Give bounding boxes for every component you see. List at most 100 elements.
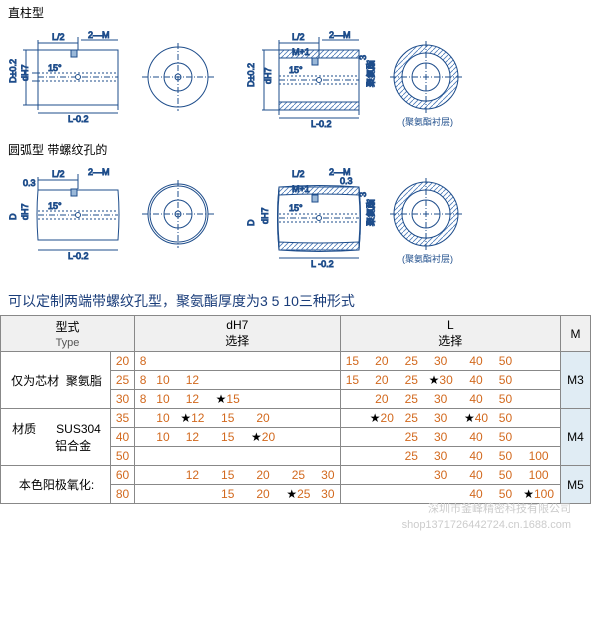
- dh7-value: ★15: [210, 390, 245, 409]
- dh7-value: 10: [151, 371, 175, 390]
- svg-text:(聚氨酯衬层): (聚氨酯衬层): [402, 253, 453, 264]
- d-value: 30: [111, 390, 135, 409]
- svg-text:D: D: [8, 213, 18, 220]
- dh7-value: [245, 447, 280, 466]
- dh7-value: 15: [210, 485, 245, 504]
- type2-label: 圆弧型 带螺纹孔的: [8, 141, 583, 158]
- l-value: 40: [458, 371, 493, 390]
- l-value: 50: [494, 428, 518, 447]
- dh7-value: [135, 428, 152, 447]
- dh7-value: [245, 390, 280, 409]
- dh7-value: [151, 447, 175, 466]
- d-value: 20: [111, 352, 135, 371]
- dh7-value: 8: [135, 352, 152, 371]
- dh7-value: [245, 371, 280, 390]
- svg-text:M+1: M+1: [292, 184, 310, 194]
- svg-text:dH7: dH7: [260, 207, 270, 224]
- svg-text:M+1: M+1: [292, 47, 310, 57]
- dh7-value: [151, 352, 175, 371]
- straight-side-front: L/2 2—M D±0.2 dH7 15° L-0.2: [8, 25, 214, 125]
- l-value: [340, 428, 364, 447]
- l-value: 40: [458, 485, 493, 504]
- spec-table: 型式 Type dH7选择 L选择 M 仅为芯材 聚氨脂208152025304…: [0, 315, 591, 504]
- l-value: 100: [517, 466, 560, 485]
- dh7-value: [135, 485, 152, 504]
- straight-front-view: [142, 25, 214, 125]
- svg-text:2—M: 2—M: [88, 30, 110, 40]
- l-value: [400, 466, 424, 485]
- dh7-value: 20: [245, 466, 280, 485]
- l-value: 25: [400, 371, 424, 390]
- l-value: 40: [458, 428, 493, 447]
- dh7-value: [151, 485, 175, 504]
- dh7-value: 10: [151, 409, 175, 428]
- dh7-value: [210, 447, 245, 466]
- l-value: [364, 447, 399, 466]
- watermark: 深圳市釜峰精密科技有限公司 shop1371726442724.cn.1688.…: [402, 502, 571, 533]
- dh7-value: [281, 352, 316, 371]
- dh7-value: [281, 447, 316, 466]
- dh7-value: 8: [135, 371, 152, 390]
- svg-text:L -0.2: L -0.2: [311, 259, 334, 269]
- dh7-value: ★25: [281, 485, 316, 504]
- dh7-value: [316, 352, 340, 371]
- d-value: 25: [111, 371, 135, 390]
- l-value: [517, 352, 560, 371]
- arc-coated-side: L/2 M+1 2—M D dH7 3 聚氨酯 0.3 15° L -0.2: [244, 162, 384, 277]
- svg-text:0.3: 0.3: [340, 176, 353, 186]
- l-value: 25: [400, 352, 424, 371]
- dh7-value: [316, 371, 340, 390]
- dh7-value: [316, 447, 340, 466]
- l-value: 50: [494, 352, 518, 371]
- m-value: M4: [561, 409, 591, 466]
- l-value: 100: [517, 447, 560, 466]
- l-value: ★40: [458, 409, 493, 428]
- l-value: 50: [494, 409, 518, 428]
- arc-side-view: L/2 2—M D dH7 0.3 15° L-0.2: [8, 162, 138, 267]
- svg-text:15°: 15°: [48, 201, 62, 211]
- dh7-value: 15: [210, 428, 245, 447]
- dh7-value: ★20: [245, 428, 280, 447]
- dh7-value: 25: [281, 466, 316, 485]
- customization-note: 可以定制两端带螺纹孔型，聚氨酯厚度为3 5 10三种形式: [0, 287, 591, 315]
- svg-text:2—M: 2—M: [88, 167, 110, 177]
- l-value: [364, 428, 399, 447]
- svg-text:2—M: 2—M: [329, 30, 351, 40]
- svg-text:聚氨酯: 聚氨酯: [365, 199, 376, 226]
- l-value: 50: [494, 447, 518, 466]
- dh7-value: [281, 409, 316, 428]
- dh7-value: 12: [175, 390, 210, 409]
- svg-text:0.3: 0.3: [23, 178, 36, 188]
- dh7-value: 10: [151, 428, 175, 447]
- straight-coated-side: L/2 M+1 2—M D±0.2 dH7 3 聚氨酯 15° L-0.2: [244, 25, 384, 135]
- dh7-value: [281, 390, 316, 409]
- l-value: 20: [364, 352, 399, 371]
- l-value: 50: [494, 466, 518, 485]
- dh7-value: 15: [210, 409, 245, 428]
- l-value: 30: [423, 352, 458, 371]
- l-value: [340, 447, 364, 466]
- l-value: [517, 428, 560, 447]
- arc-coated-views: L/2 M+1 2—M D dH7 3 聚氨酯 0.3 15° L -0.2: [244, 162, 478, 277]
- dh7-value: 10: [151, 390, 175, 409]
- l-value: 30: [423, 447, 458, 466]
- dh7-value: [175, 485, 210, 504]
- technical-diagrams: 直柱型 L/2 2—M D±0.2 dH7 15°: [0, 0, 591, 287]
- dh7-value: [175, 352, 210, 371]
- type1-label: 直柱型: [8, 4, 583, 21]
- svg-text:15°: 15°: [289, 65, 303, 75]
- svg-text:dH7: dH7: [20, 64, 30, 81]
- dh7-value: [316, 390, 340, 409]
- dh7-value: [281, 428, 316, 447]
- d-value: 60: [111, 466, 135, 485]
- d-value: 40: [111, 428, 135, 447]
- hdr-dh7: dH7选择: [135, 316, 341, 352]
- d-value: 50: [111, 447, 135, 466]
- dh7-value: [316, 428, 340, 447]
- l-value: 15: [340, 371, 364, 390]
- l-value: ★20: [364, 409, 399, 428]
- l-value: 30: [423, 409, 458, 428]
- svg-text:聚氨酯: 聚氨酯: [365, 60, 376, 87]
- hdr-L: L选择: [340, 316, 560, 352]
- d-value: 35: [111, 409, 135, 428]
